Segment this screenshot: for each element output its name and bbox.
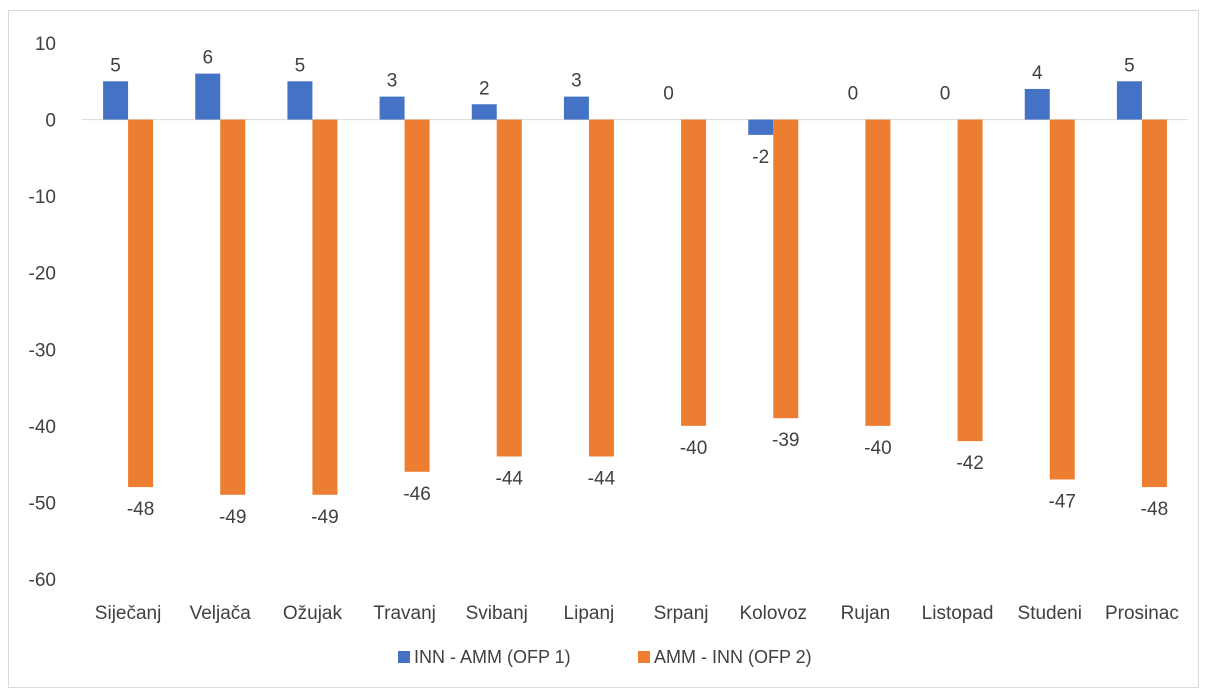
data-label-series-2: -40 <box>864 438 891 459</box>
data-label-series-2: -46 <box>403 484 430 505</box>
data-label-series-1: -2 <box>752 147 769 168</box>
data-label-series-1: 6 <box>202 48 213 69</box>
data-label-series-1: 2 <box>479 78 490 99</box>
data-label-series-1: 3 <box>387 71 398 92</box>
legend: INN - AMM (OFP 1) AMM - INN (OFP 2) <box>398 647 812 667</box>
data-label-series-1: 5 <box>110 55 121 76</box>
bar-series-2 <box>681 119 707 426</box>
x-tick-label: Srpanj <box>654 603 709 624</box>
legend-label: AMM - INN (OFP 2) <box>654 647 812 667</box>
data-label-series-2: -39 <box>772 430 799 451</box>
y-tick-label: 0 <box>45 111 56 132</box>
bar-series-2 <box>957 119 983 442</box>
bar-series-2 <box>1049 119 1075 480</box>
y-tick-label: -50 <box>29 493 56 514</box>
x-tick-label: Studeni <box>1018 603 1082 624</box>
bar-series-1 <box>287 81 313 120</box>
x-tick-label: Travanj <box>373 603 436 624</box>
data-label-series-1: 0 <box>848 84 859 105</box>
data-label-series-2: -48 <box>1141 499 1168 520</box>
data-label-series-2: -44 <box>496 468 524 489</box>
bar-series-1 <box>1116 81 1142 120</box>
data-label-series-1: 0 <box>663 84 674 105</box>
data-label-series-1: 4 <box>1032 63 1043 84</box>
bar-series-2 <box>588 119 614 457</box>
data-label-series-1: 5 <box>295 55 306 76</box>
x-tick-label: Svibanj <box>466 603 528 624</box>
bar-series-1 <box>1024 88 1050 120</box>
legend-swatch <box>398 651 410 663</box>
data-label-series-2: -40 <box>680 438 707 459</box>
y-tick-label: -20 <box>29 264 56 285</box>
y-tick-label: -60 <box>29 570 56 591</box>
y-tick-label: -30 <box>29 340 56 361</box>
y-tick-label: -10 <box>29 187 56 208</box>
bar-series-1 <box>748 119 774 135</box>
bar-series-1 <box>103 81 129 120</box>
y-tick-label: 10 <box>35 34 56 55</box>
legend-swatch <box>638 651 650 663</box>
data-label-series-2: -49 <box>311 507 338 528</box>
y-tick-label: -40 <box>29 417 56 438</box>
x-tick-label: Ožujak <box>283 603 343 624</box>
bar-series-2 <box>404 119 430 472</box>
data-label-series-1: 0 <box>940 84 951 105</box>
bar-series-2 <box>773 119 799 419</box>
x-tick-label: Prosinac <box>1105 603 1179 624</box>
bar-series-1 <box>471 104 497 120</box>
x-tick-label: Veljača <box>190 603 252 624</box>
x-tick-label: Siječanj <box>95 603 162 624</box>
bar-series-2 <box>496 119 522 457</box>
bar-series-2 <box>1141 119 1167 488</box>
data-label-series-2: -47 <box>1049 491 1076 512</box>
bar-series-2 <box>865 119 891 426</box>
bars-layer <box>103 73 1167 495</box>
bar-series-2 <box>128 119 154 488</box>
x-tick-label: Rujan <box>841 603 891 624</box>
bar-series-1 <box>379 96 405 120</box>
x-tick-label: Kolovoz <box>739 603 807 624</box>
data-label-series-1: 5 <box>1124 55 1135 76</box>
bar-series-1 <box>195 73 221 120</box>
data-label-series-1: 3 <box>571 71 582 92</box>
data-label-series-2: -48 <box>127 499 154 520</box>
x-tick-label: Lipanj <box>564 603 615 624</box>
data-label-series-2: -42 <box>956 453 983 474</box>
data-label-series-2: -49 <box>219 507 246 528</box>
data-labels-layer: 5 6 5 3 2 3 0 -2 0 0 4 5 -48 -49 -49 -46 -44 -44 -40 -39 -40… <box>110 48 1168 528</box>
bar-series-2 <box>220 119 246 495</box>
legend-label: INN - AMM (OFP 1) <box>414 647 571 667</box>
data-label-series-2: -44 <box>588 468 616 489</box>
x-tick-label: Listopad <box>922 603 994 624</box>
bar-series-1 <box>563 96 589 120</box>
bar-series-2 <box>312 119 338 495</box>
